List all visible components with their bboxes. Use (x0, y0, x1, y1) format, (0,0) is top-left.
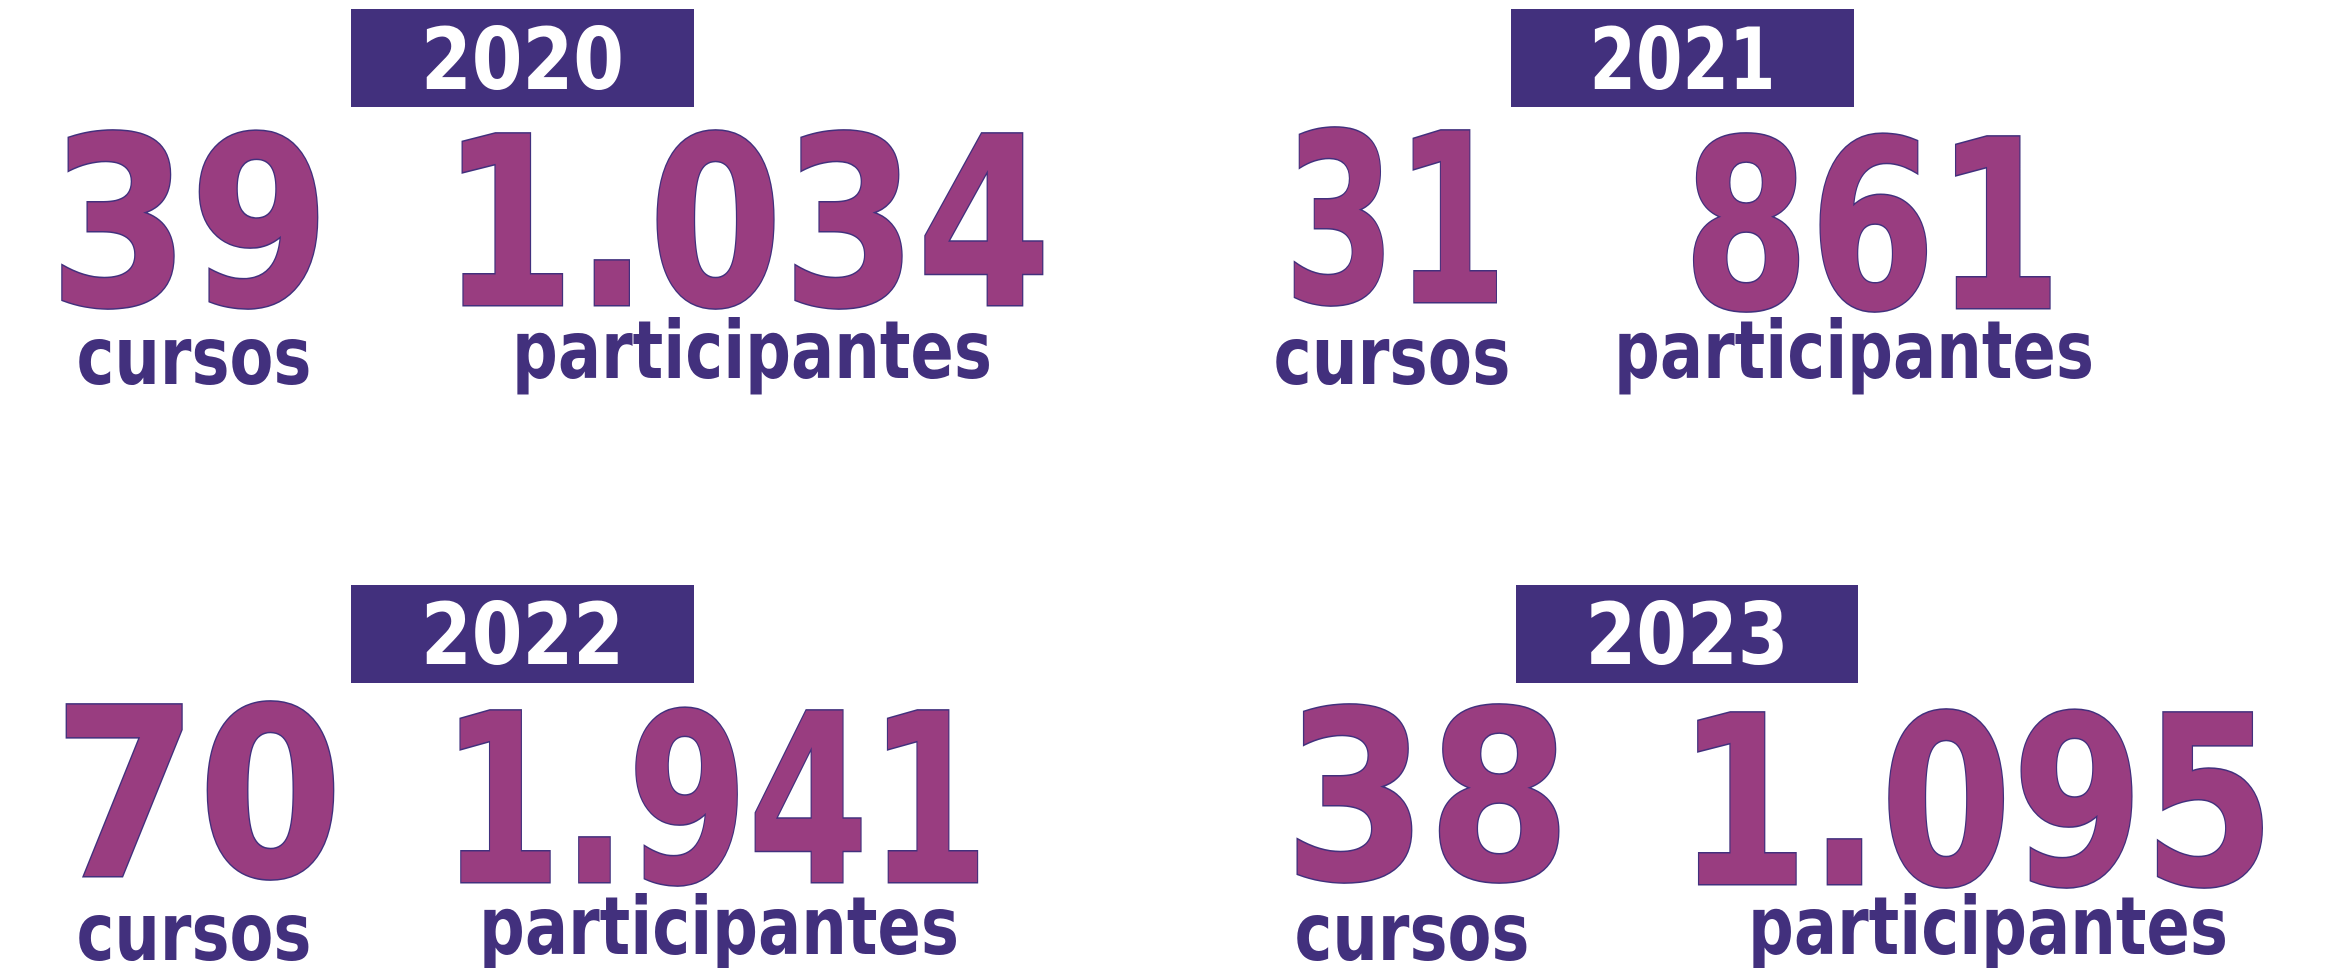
participants-count: 1.941 (441, 665, 989, 938)
courses-label: cursos (1274, 310, 1511, 403)
courses-count: 38 (1284, 662, 1571, 935)
courses-count: 31 (1284, 85, 1507, 358)
year: 2020 (421, 10, 624, 110)
participants-label: participantes (1748, 880, 2228, 968)
participants-count: 861 (1683, 91, 2062, 364)
participants-label: participantes (512, 304, 992, 397)
courses-label: cursos (1295, 886, 1530, 968)
year-box (351, 9, 694, 107)
courses-count: 70 (53, 659, 343, 932)
year-box (1516, 585, 1858, 683)
year-box (351, 585, 694, 683)
participants-label: participantes (1614, 304, 2094, 397)
year: 2021 (1590, 10, 1776, 110)
participants-count: 1.095 (1677, 667, 2275, 940)
year-box (1511, 9, 1854, 107)
year: 2022 (421, 585, 624, 685)
courses-count: 39 (49, 88, 330, 361)
participants-count: 1.034 (441, 88, 1051, 361)
year: 2023 (1586, 585, 1789, 685)
courses-label: cursos (77, 310, 312, 403)
participants-label: participantes (479, 880, 959, 968)
courses-label: cursos (77, 886, 312, 968)
